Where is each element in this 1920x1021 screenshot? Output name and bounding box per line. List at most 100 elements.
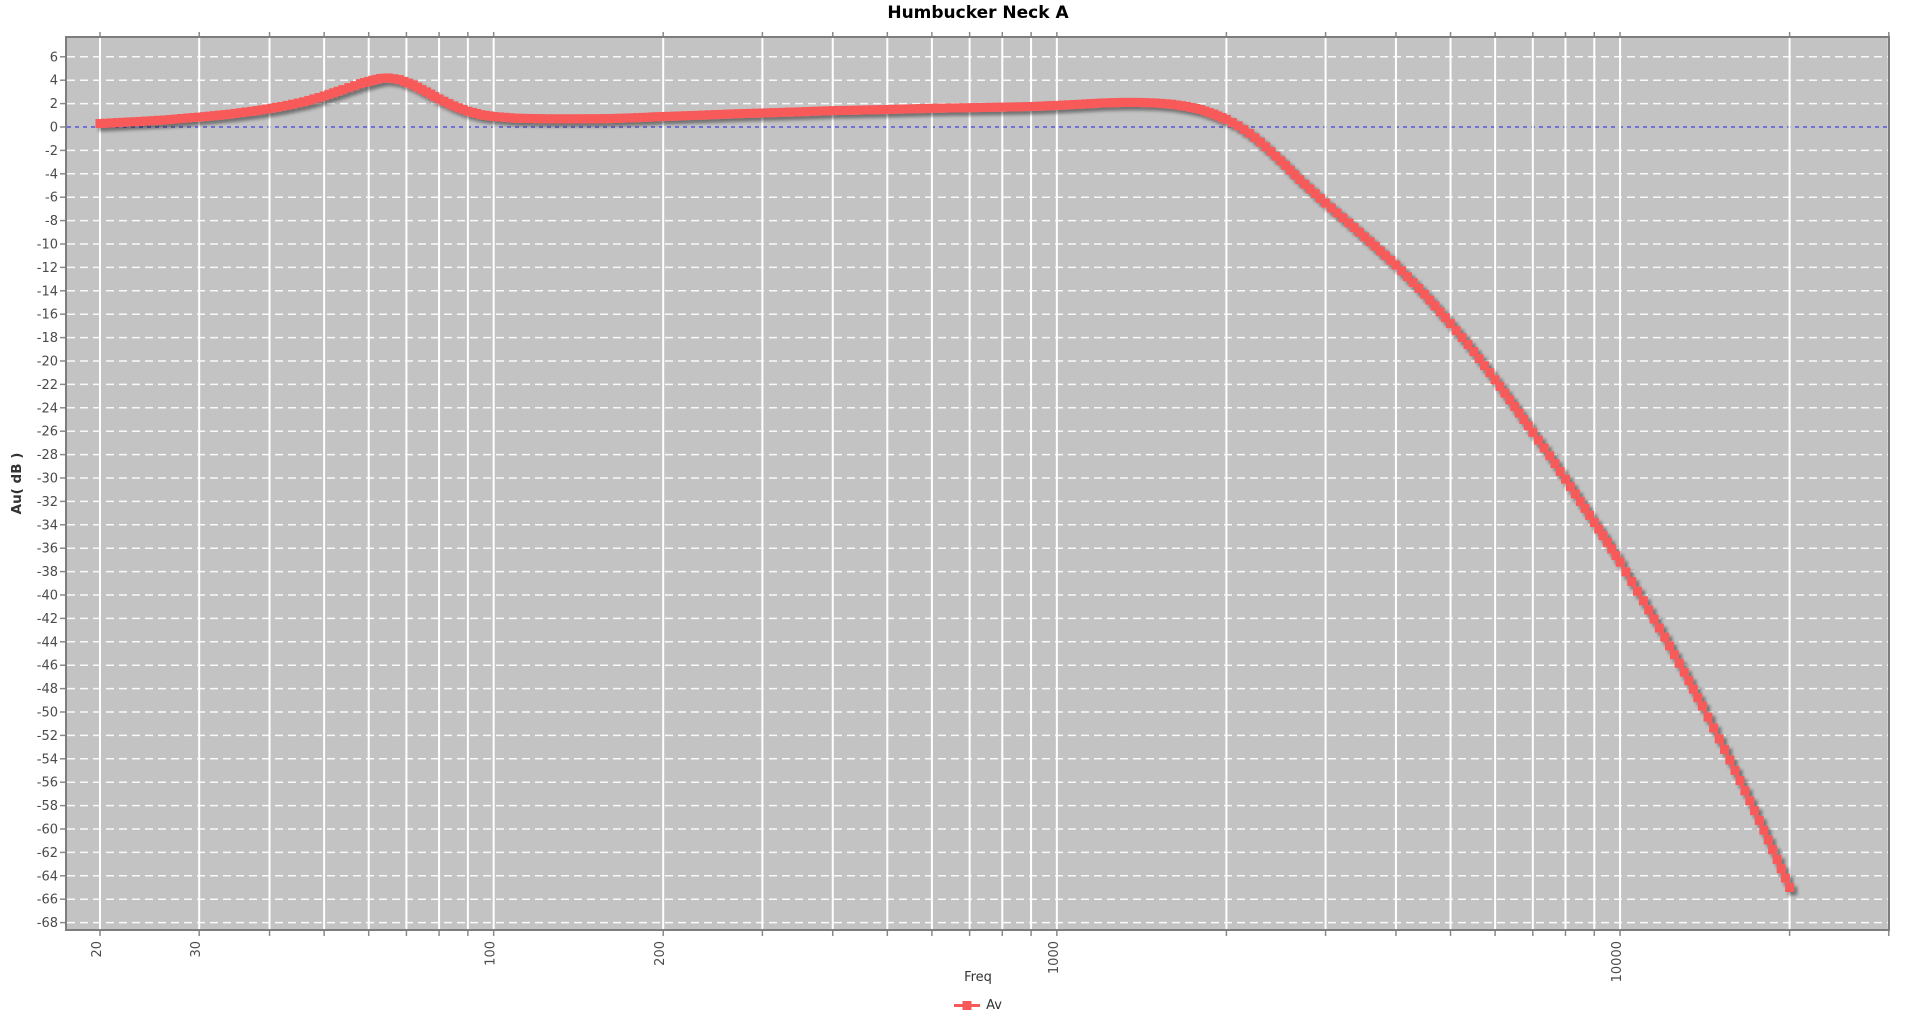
series-marker [959,103,969,113]
y-tick-label: -60 [37,823,58,838]
series-marker [124,117,133,127]
series-marker [1145,98,1155,108]
series-marker [159,115,169,125]
series-marker [1589,518,1599,527]
series-marker [1386,255,1396,265]
series-marker [1565,482,1575,492]
series-marker [1621,567,1631,577]
series-marker [549,114,559,124]
series-marker [1116,97,1126,107]
series-marker [1688,684,1698,694]
series-marker [554,114,564,124]
series-marker [1003,102,1013,112]
series-marker [593,114,603,124]
series-marker [1660,632,1670,642]
series-marker [976,103,985,112]
series-marker [621,113,631,123]
series-marker [1081,99,1090,109]
series-marker [1585,510,1595,520]
series-marker [1430,301,1440,311]
series-marker [757,108,767,118]
series-marker [538,114,548,124]
series-marker [877,105,887,115]
series-marker [171,114,181,124]
series-marker [1446,319,1455,329]
series-marker [165,115,175,124]
series-marker [632,113,642,123]
x-tick-label: 100 [484,941,499,966]
series-marker [257,105,267,115]
series-marker [822,106,832,116]
series-marker [1533,435,1543,445]
series-marker [1615,557,1625,567]
series-marker [1355,227,1364,237]
series-marker [1550,459,1560,469]
series-marker [1403,272,1412,282]
series-marker [1156,98,1166,108]
series-marker [543,114,553,124]
series-marker [1091,98,1101,108]
series-marker [1182,102,1192,111]
series-marker [314,93,324,102]
y-tick-label: -24 [37,401,58,416]
series-marker [638,112,648,122]
series-marker [282,100,292,110]
series-marker [1391,260,1401,270]
series-marker [1414,284,1424,293]
series-marker [1256,137,1266,147]
series-marker [183,113,192,123]
x-tick-label: 20 [90,941,105,958]
series-marker [938,103,948,113]
y-tick-label: -50 [37,706,58,721]
series-marker [101,118,111,128]
series-marker [147,116,157,126]
series-marker [997,102,1007,112]
series-marker [1759,825,1769,835]
series-marker [927,103,937,113]
series-marker [1735,776,1745,786]
series-marker [1519,415,1529,424]
series-marker [112,118,122,128]
series-marker [728,109,738,119]
series-marker [1776,864,1786,874]
series-marker [587,114,597,124]
series-marker [489,112,499,121]
series-marker [1474,354,1484,364]
series-marker [215,110,225,120]
series-marker [1140,98,1150,108]
legend: Av [66,998,1890,1013]
series-marker [698,110,708,120]
y-tick-label: -28 [37,448,58,463]
series-marker [687,111,697,120]
series-marker [338,85,348,95]
series-marker [272,102,282,112]
series-marker [882,105,892,114]
series-marker [1042,101,1052,111]
series-marker [653,112,663,122]
series-marker [1130,97,1140,107]
series-marker [262,104,272,114]
series-marker [1233,121,1243,131]
y-tick-label: 4 [50,74,58,89]
series-marker [1408,278,1418,288]
series-marker [1528,427,1538,437]
series-marker [495,112,504,122]
series-marker [1276,156,1286,166]
series-marker [1745,796,1755,806]
series-marker [1697,701,1707,711]
series-marker [329,88,338,98]
series-marker [106,118,116,128]
series-marker [1633,586,1642,596]
series-marker [267,103,277,113]
series-marker [1714,734,1724,744]
series-marker [1485,368,1495,378]
series-marker [1754,815,1764,825]
series-marker [1167,99,1177,109]
series-marker [1545,451,1555,461]
series-marker [894,104,903,114]
series-marker [225,109,235,119]
series-marker [1780,873,1790,883]
series-marker [734,109,744,119]
series-marker [188,113,198,122]
series-marker [872,105,882,115]
